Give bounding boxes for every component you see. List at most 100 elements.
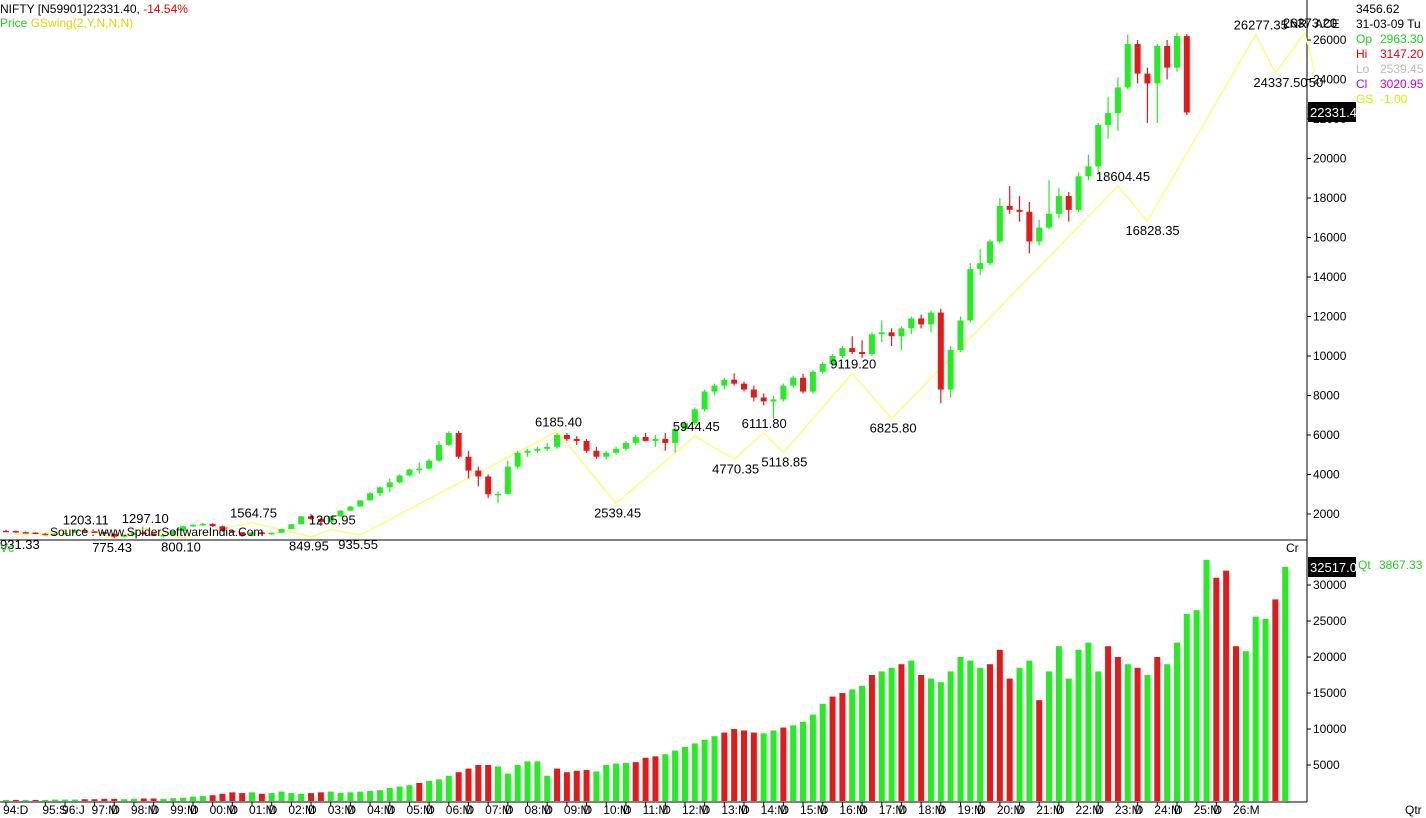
candle-body [455,433,462,457]
candle-body [859,352,866,355]
candle-body [987,241,993,264]
volume-bar [71,799,78,801]
volume-bar [859,685,866,801]
price-tick-label: 18000 [1313,191,1347,205]
x-tick-label: D [347,803,356,817]
info-val: -1.00 [1380,92,1408,106]
volume-bar [278,791,285,801]
volume-bar [681,747,688,801]
volume-bar [1144,675,1151,801]
x-tick-label: D [1213,803,1222,817]
volume-bar [908,660,915,801]
volume-bar [249,792,255,801]
price-tick-label: 8000 [1313,389,1340,403]
candle-body [829,356,836,364]
candle-body [583,440,590,451]
info-row-gswing: GS -1.00 [1356,92,1407,106]
x-tick-label: 02:M [288,803,315,817]
volume-bar [435,779,442,801]
volume-bar [839,693,846,801]
volume-bar [1055,646,1062,801]
volume-bar [32,799,39,801]
volume-bar [642,757,649,801]
volume-bar [1164,664,1171,801]
last-price-label: 22331.4 [1310,105,1357,120]
x-tick-label: 96:J [62,803,85,817]
x-tick-label: D [898,803,907,817]
candle-body [239,532,246,536]
volume-bar [1124,664,1131,801]
x-tick-label: 20:M [997,803,1024,817]
volume-bar [544,775,551,801]
candle-body [416,468,423,471]
candle-body [475,470,482,477]
volume-bar [1016,667,1023,801]
x-tick-label: D [702,803,711,817]
volume-bar [1105,646,1112,801]
candle-body [229,530,236,533]
volume-bar [701,739,708,801]
candle-body [1055,196,1062,214]
volume-bar [583,770,590,801]
volume-bar [957,657,964,801]
candle-body [819,363,826,372]
volume-bar [140,798,147,801]
candle-body [554,435,561,447]
candle-body [426,460,433,469]
symbol-name[interactable]: NIFTY [N59901] [0,2,87,16]
exchange-label: ACE [1315,17,1340,31]
volume-bar [563,772,570,801]
volume-bar [406,785,413,801]
price-panel[interactable]: 931.33 1203.11 775.43 1297.10 800.10 1564.75 8… [0,0,1347,803]
indicator-name[interactable]: GSwing(2,Y,N,N,N) [30,16,134,30]
x-tick-label: 16:M [839,803,866,817]
info-val: 2539.45 [1380,62,1424,76]
volume-bar [180,797,187,801]
info-row-high: Hi 3147.20 [1356,47,1423,61]
volume-bar [455,772,462,801]
info-value: 3456.62 [1356,2,1400,16]
candle-body [632,436,639,443]
volume-bar [849,689,856,801]
x-tick-label: 04:M [367,803,394,817]
candle-body [180,526,187,531]
volume-label: Vc [0,541,14,555]
candle-body [268,532,275,535]
candle-body [209,523,216,527]
candle-body [130,532,137,535]
candle-body [524,450,531,453]
qtr-label[interactable]: Qtr [1405,803,1422,817]
volume-bar [150,798,157,801]
volume-bar [632,762,639,801]
swing-low-label: 4770.35 [712,461,759,476]
candle-body [22,532,29,534]
x-tick-label: D [151,803,160,817]
candle-body [514,452,521,467]
volume-bar [357,791,364,801]
x-tick-label: 97:M [92,803,119,817]
candle-body [150,533,157,536]
volume-bar [475,765,482,801]
volume-bar [258,793,265,801]
volume-bar [770,730,777,801]
candle-body [1144,73,1151,84]
candle-body [1105,113,1112,125]
x-tick-label: D [387,803,396,817]
x-tick-label: D [465,803,474,817]
candle-body [711,385,718,392]
volume-panel[interactable]: 5000 10000 15000 20000 25000 30000 [3,559,1347,801]
price-tick-label: 12000 [1313,310,1347,324]
volume-bar [1046,671,1053,801]
candle-body [770,399,777,402]
candle-body [1164,45,1171,68]
candle-body [495,493,501,496]
x-tick-label: 94:D [3,803,29,817]
candles-layer [3,32,1190,539]
scale-mode-label[interactable]: LNR [1283,17,1307,31]
x-tick-label: 07:M [485,803,512,817]
candle-body [1026,211,1033,242]
volume-bar [731,729,738,801]
volume-tick-label: 5000 [1313,758,1340,772]
x-tick-label: 98:M [131,803,158,817]
